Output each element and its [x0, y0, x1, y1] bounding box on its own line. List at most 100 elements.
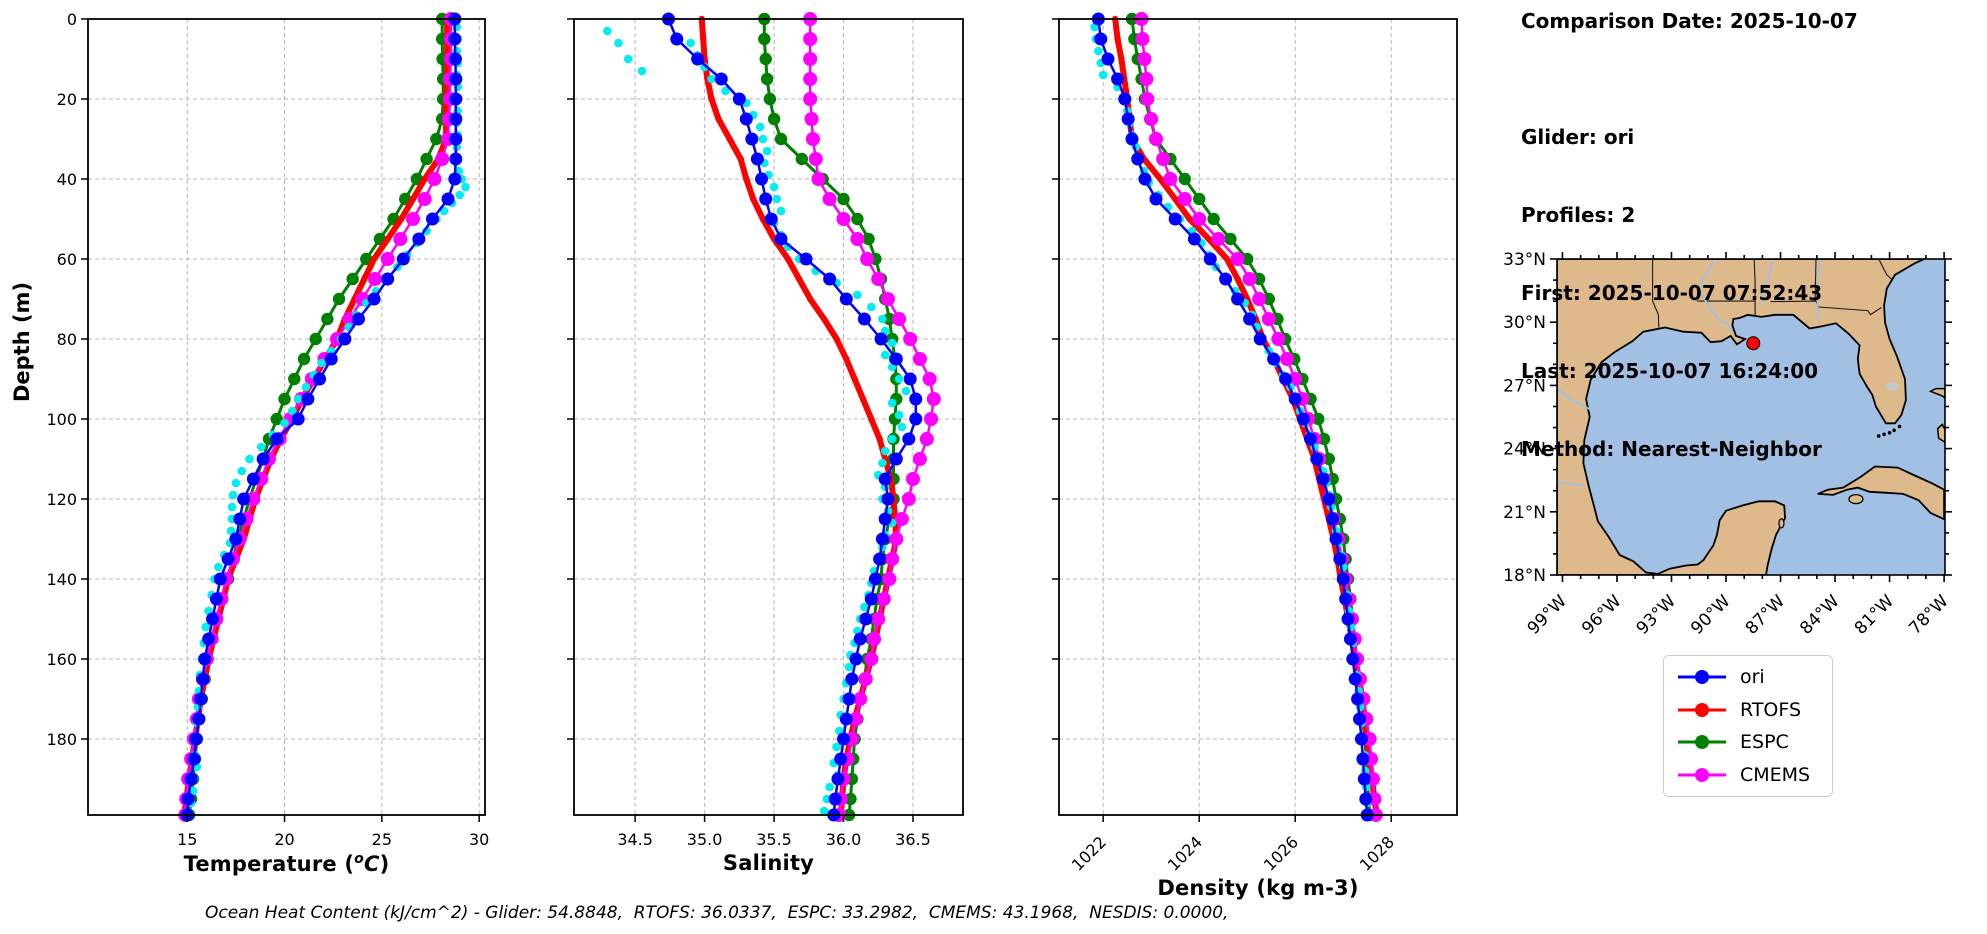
map-river: [1815, 259, 1821, 322]
map-florida-keys: [1892, 428, 1896, 433]
svg-text:1028: 1028: [1356, 832, 1398, 874]
map-isla-juventud: [1848, 494, 1864, 505]
map-state-border: [1770, 300, 1882, 316]
series-ori: [1091, 12, 1374, 822]
series-CMEMS: [803, 12, 941, 822]
svg-text:36.0: 36.0: [826, 830, 862, 849]
svg-text:30: 30: [469, 830, 489, 849]
svg-text:21°N: 21°N: [1503, 503, 1546, 523]
svg-text:35.5: 35.5: [756, 830, 792, 849]
svg-text:20: 20: [57, 90, 77, 109]
svg-text:120: 120: [46, 490, 77, 509]
svg-text:80: 80: [57, 330, 77, 349]
depth-axis-label: Depth (m): [10, 281, 34, 403]
svg-text:90°W: 90°W: [1687, 591, 1734, 638]
legend-item-rtofs: RTOFS: [1676, 699, 1832, 721]
legend-item-cmems: CMEMS: [1676, 764, 1832, 786]
legend-label-espc: ESPC: [1740, 731, 1789, 754]
map-lake-okeechobee: [1886, 381, 1899, 391]
tick-labels: 34.5 35.0 35.5 36.0 36.5: [617, 830, 930, 849]
map-land-mainland: [1557, 259, 1925, 575]
map-river: [1557, 386, 1592, 411]
svg-text:34.5: 34.5: [617, 830, 653, 849]
svg-text:84°W: 84°W: [1796, 591, 1843, 638]
map-frame: [1556, 258, 1946, 576]
svg-text:87°W: 87°W: [1742, 591, 1789, 638]
tick-labels: 15 20 25 30 0 20 40 60 80 100 120 140 160 180: [46, 10, 489, 849]
legend-item-espc: ESPC: [1676, 731, 1832, 753]
glider-location-marker: [1746, 336, 1761, 351]
svg-text:1026: 1026: [1260, 832, 1302, 874]
glider-name-line: Glider: ori: [1521, 125, 1635, 149]
svg-text:140: 140: [46, 570, 77, 589]
plot-frame: [1058, 18, 1458, 816]
profiles-line: Profiles: 2: [1521, 203, 1636, 227]
svg-text:18°N: 18°N: [1503, 566, 1546, 586]
comparison-date-title: Comparison Date: 2025-10-07: [1521, 9, 1858, 33]
svg-text:78°W: 78°W: [1905, 591, 1952, 638]
legend: ori RTOFS ESPC CMEMS: [1663, 655, 1833, 797]
method-line: Method: Nearest-Neighbor: [1521, 437, 1822, 461]
svg-text:81°W: 81°W: [1851, 591, 1898, 638]
map-ticks: [1550, 252, 1952, 582]
map-river: [1761, 259, 1775, 307]
temperature-profile-plot: 15 20 25 30 0 20 40 60 80 100 120 140 160 180: [46, 10, 489, 849]
axis-ticks: [81, 18, 480, 822]
map-land-bahamas: [1928, 387, 1945, 399]
svg-text:33°N: 33°N: [1503, 250, 1546, 270]
density-axis-label: Density (kg m-3): [1157, 876, 1359, 900]
last-time-line: Last: 2025-10-07 16:24:00: [1521, 359, 1819, 383]
legend-swatch-rtofs: [1678, 702, 1726, 717]
svg-text:100: 100: [46, 410, 77, 429]
map-cozumel: [1778, 518, 1785, 529]
series-ori: [661, 12, 923, 822]
svg-text:27°N: 27°N: [1503, 376, 1546, 396]
svg-text:1024: 1024: [1164, 832, 1206, 874]
svg-text:1022: 1022: [1068, 832, 1110, 874]
ocean-heat-content-annotation: Ocean Heat Content (kJ/cm^2) - Glider: 5…: [205, 903, 1229, 923]
map-state-border: [1814, 259, 1817, 302]
axis-ticks: [1052, 18, 1392, 822]
legend-label-rtofs: RTOFS: [1740, 698, 1802, 721]
salinity-axis-label: Salinity: [722, 851, 815, 875]
plot-frame: [87, 18, 486, 816]
map-land-cuba: [1817, 465, 1945, 521]
map-state-border: [1753, 259, 1756, 316]
svg-text:35.0: 35.0: [687, 830, 723, 849]
svg-text:99°W: 99°W: [1524, 591, 1571, 638]
plot-frame: [573, 18, 964, 816]
svg-text:60: 60: [57, 250, 77, 269]
svg-text:15: 15: [177, 830, 197, 849]
svg-text:93°W: 93°W: [1633, 591, 1680, 638]
salinity-profile-plot: 34.5 35.0 35.5 36.0 36.5: [567, 12, 964, 849]
svg-text:24°N: 24°N: [1503, 440, 1546, 460]
map-state-border: [1878, 259, 1892, 280]
metadata-block: Glider: ori Profiles: 2 First: 2025-10-0…: [1521, 72, 1822, 514]
map-river: [1557, 480, 1585, 487]
map-florida-keys: [1876, 434, 1881, 438]
svg-text:36.5: 36.5: [895, 830, 931, 849]
svg-text:30°N: 30°N: [1503, 313, 1546, 333]
map-florida-keys: [1882, 432, 1886, 437]
legend-label-ori: ori: [1740, 666, 1765, 688]
map-river: [1696, 259, 1734, 333]
legend-swatch-ori: [1678, 670, 1726, 684]
map-florida-keys: [1887, 431, 1892, 435]
svg-text:0: 0: [67, 10, 77, 29]
svg-text:160: 160: [46, 650, 77, 669]
legend-swatch-cmems: [1678, 767, 1726, 782]
tick-labels: 1022 1024 1026 1028: [1068, 832, 1398, 874]
legend-swatch-espc: [1678, 735, 1726, 750]
svg-text:96°W: 96°W: [1578, 591, 1625, 638]
temperature-axis-label: Temperature (oC): [183, 851, 390, 876]
first-time-line: First: 2025-10-07 07:52:43: [1521, 281, 1823, 305]
series-ori: [180, 12, 463, 822]
legend-label-cmems: CMEMS: [1740, 763, 1811, 786]
density-profile-plot: 1022 1024 1026 1028: [1052, 12, 1458, 875]
map-state-border: [1652, 259, 1660, 328]
svg-text:25: 25: [372, 830, 392, 849]
svg-text:20: 20: [274, 830, 294, 849]
svg-text:180: 180: [46, 730, 77, 749]
